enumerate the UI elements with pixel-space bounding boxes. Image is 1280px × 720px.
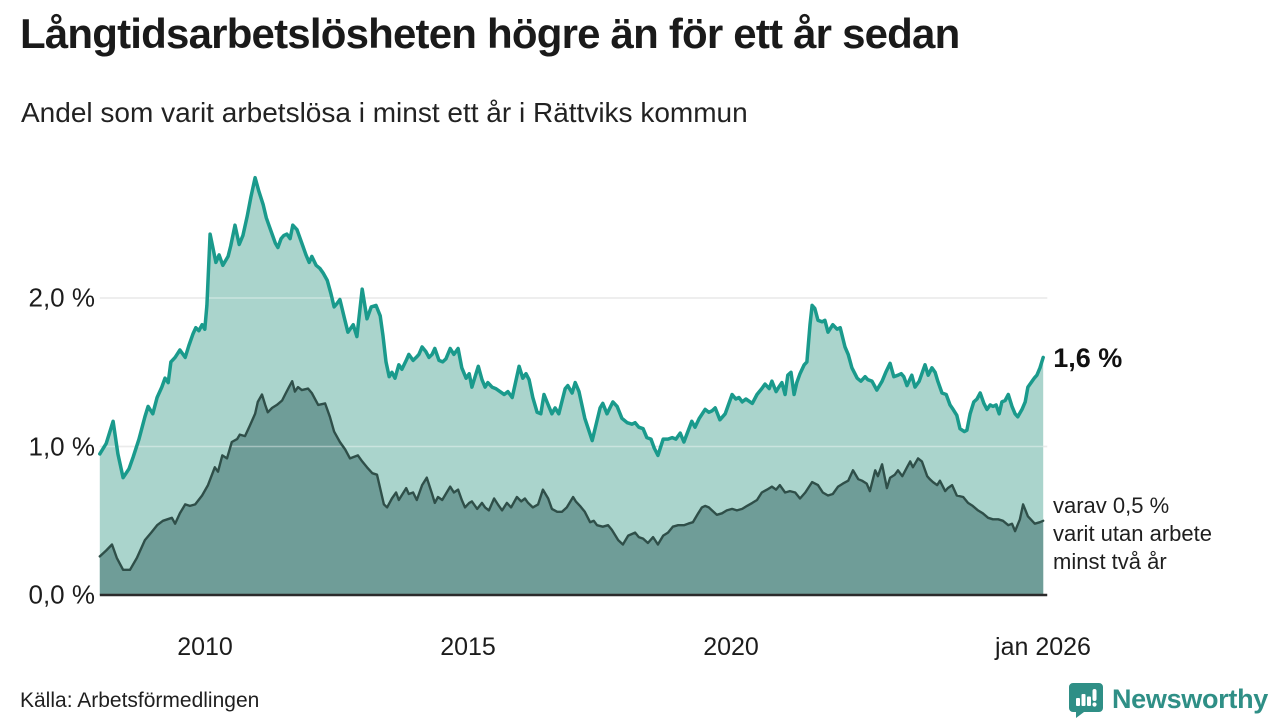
y-tick-0: 0,0 % — [28, 579, 96, 610]
chart-subtitle: Andel som varit arbetslösa i minst ett å… — [21, 97, 748, 128]
x-tick-2020: 2020 — [703, 633, 759, 661]
page-title: Långtidsarbetslösheten högre än för ett … — [20, 10, 960, 57]
y-tick-2: 2,0 % — [28, 282, 96, 313]
two-year-note-line3: minst två år — [1053, 549, 1167, 574]
source-credit: Källa: Arbetsförmedlingen — [20, 689, 260, 712]
x-tick-2010: 2010 — [177, 633, 233, 661]
x-tick-2015: 2015 — [440, 633, 496, 661]
two-year-note: varav 0,5 % varit utan arbete minst två … — [1053, 492, 1212, 576]
newsworthy-icon — [1068, 683, 1103, 718]
two-year-note-line2: varit utan arbete — [1053, 521, 1212, 546]
y-tick-1: 1,0 % — [28, 431, 96, 462]
two-year-note-line1: varav 0,5 % — [1053, 493, 1170, 518]
last-value-label: 1,6 % — [1053, 343, 1123, 374]
brand-name: Newsworthy — [1111, 684, 1268, 714]
x-tick-jan-2026: jan 2026 — [995, 633, 1091, 661]
brand-logo: Newsworthy — [1068, 681, 1268, 718]
